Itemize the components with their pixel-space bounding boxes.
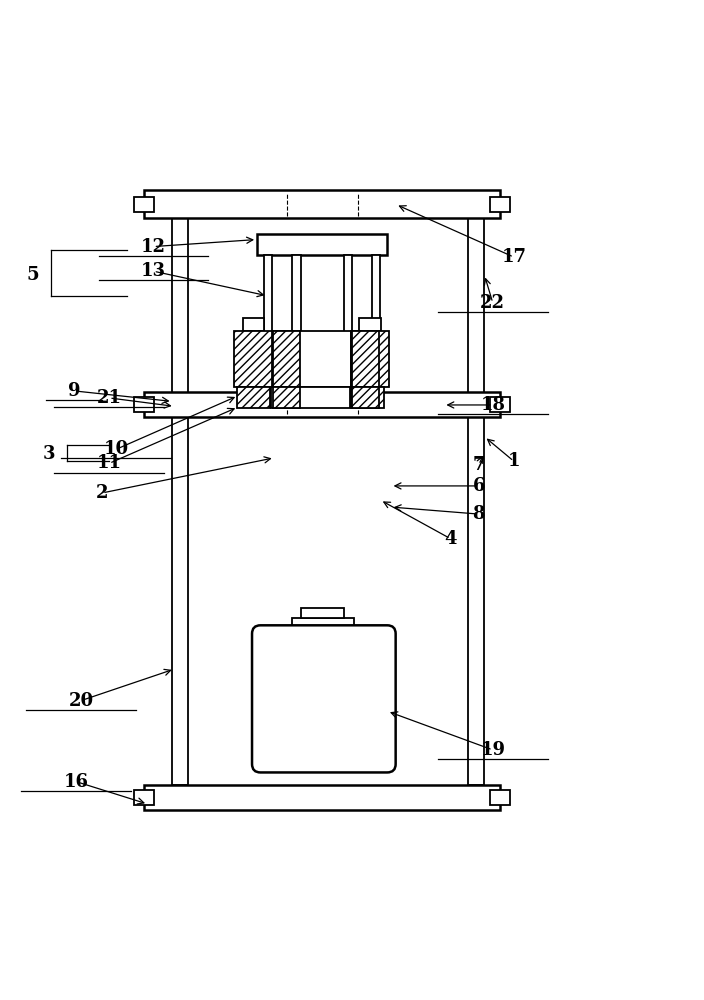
- Text: 9: 9: [68, 382, 80, 400]
- Bar: [292, 255, 301, 392]
- Bar: [234, 331, 272, 387]
- Bar: [292, 618, 354, 634]
- Text: 6: 6: [472, 477, 485, 495]
- FancyBboxPatch shape: [252, 625, 396, 772]
- Text: 3: 3: [43, 445, 56, 463]
- Text: 21: 21: [96, 389, 122, 407]
- Bar: [273, 387, 300, 408]
- Text: 8: 8: [472, 505, 485, 523]
- Bar: [359, 318, 380, 331]
- Text: 22: 22: [480, 294, 505, 312]
- Bar: [273, 331, 300, 387]
- Text: 19: 19: [480, 741, 505, 759]
- Bar: [144, 190, 500, 218]
- Bar: [490, 397, 510, 412]
- Bar: [264, 255, 272, 392]
- Text: 13: 13: [141, 262, 166, 280]
- Text: 4: 4: [444, 530, 457, 548]
- Text: 1: 1: [508, 452, 520, 470]
- Bar: [257, 234, 387, 255]
- Text: 5: 5: [27, 266, 39, 284]
- Bar: [237, 387, 270, 408]
- Bar: [172, 218, 188, 785]
- Bar: [144, 785, 500, 810]
- Bar: [490, 197, 510, 212]
- Bar: [468, 218, 484, 785]
- Text: 12: 12: [141, 238, 166, 256]
- Bar: [242, 318, 264, 331]
- Bar: [271, 387, 350, 408]
- Text: 2: 2: [96, 484, 108, 502]
- Bar: [352, 331, 379, 387]
- Bar: [352, 387, 379, 408]
- Bar: [273, 331, 351, 387]
- Bar: [144, 392, 500, 417]
- Bar: [344, 255, 352, 392]
- Text: 7: 7: [472, 456, 485, 474]
- Bar: [351, 331, 389, 387]
- Bar: [301, 608, 344, 618]
- Text: 11: 11: [96, 454, 122, 472]
- Text: 17: 17: [501, 248, 527, 266]
- Bar: [134, 397, 154, 412]
- Text: 18: 18: [480, 396, 505, 414]
- Bar: [490, 790, 510, 805]
- Bar: [134, 197, 154, 212]
- Bar: [372, 255, 380, 392]
- Text: 10: 10: [103, 440, 129, 458]
- Bar: [351, 387, 384, 408]
- Text: 20: 20: [68, 692, 94, 710]
- Bar: [134, 790, 154, 805]
- Text: 16: 16: [63, 773, 89, 791]
